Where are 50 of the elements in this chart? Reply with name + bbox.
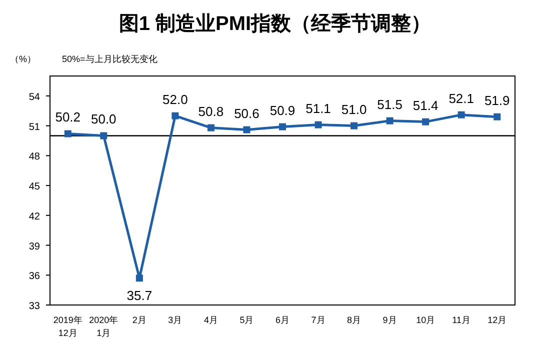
y-tick-label: 42 [28,211,40,222]
x-tick-label: 11月 [452,315,471,325]
y-axis-title: （%） [10,54,36,64]
data-label: 50.6 [234,106,260,121]
point [172,112,179,120]
data-label: 51.1 [306,100,331,116]
y-tick-label: 48 [28,152,40,163]
x-tick-label: 4月 [204,315,218,325]
x-tick-label: 2019年 12月 [53,315,82,338]
x-tick-label: 2月 [132,315,146,325]
data-label: 51.5 [377,96,402,112]
point [243,126,250,134]
point [422,118,430,126]
point [100,132,108,140]
y-tick-label: 33 [28,301,40,312]
x-tick-label: 10月 [416,315,436,325]
data-label: 52.0 [162,92,188,107]
x-tick-label: 7月 [311,315,326,325]
point [386,117,394,124]
point [279,123,286,130]
data-label: 52.1 [448,90,474,106]
x-tick-label: 8月 [347,315,362,325]
point [207,124,214,132]
y-tick-label: 45 [28,182,40,193]
data-label: 50.2 [55,110,81,125]
point [64,130,72,138]
data-label: 50.9 [270,102,296,118]
point [458,111,465,118]
x-tick-label: 6月 [275,315,290,325]
data-label: 35.7 [126,288,152,304]
x-tick-label: 9月 [382,315,397,325]
x-tick-label: 5月 [240,315,254,325]
y-tick-label: 51 [28,122,40,133]
point [136,274,143,282]
y-tick-label: 36 [28,271,40,282]
data-label: 51.9 [484,92,510,108]
point [494,113,501,120]
x-tick-label: 12月 [488,315,507,325]
y-tick-label: 54 [28,92,40,103]
data-label: 51.4 [412,98,438,113]
point [350,122,358,130]
data-label: 50.0 [91,112,116,127]
data-label: 50.8 [198,104,224,119]
x-tick-label: 3月 [168,315,182,325]
text: 50%=与上月比较无变化 [62,54,158,64]
chart-title: 图1 制造业PMI指数（经季节调整） [118,12,432,35]
x-tick-label: 2020年 1月 [89,315,118,338]
point [314,121,322,128]
y-tick-label: 39 [28,241,40,252]
data-label: 51.0 [341,102,367,117]
